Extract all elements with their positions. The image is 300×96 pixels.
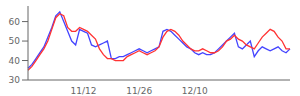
svg-text:11/26: 11/26 xyxy=(126,86,152,96)
svg-text:11/12: 11/12 xyxy=(71,86,97,96)
svg-text:12/10: 12/10 xyxy=(182,86,208,96)
svg-text:50: 50 xyxy=(9,36,21,46)
svg-text:30: 30 xyxy=(9,75,21,85)
svg-text:40: 40 xyxy=(9,56,21,66)
svg-text:60: 60 xyxy=(9,17,21,27)
